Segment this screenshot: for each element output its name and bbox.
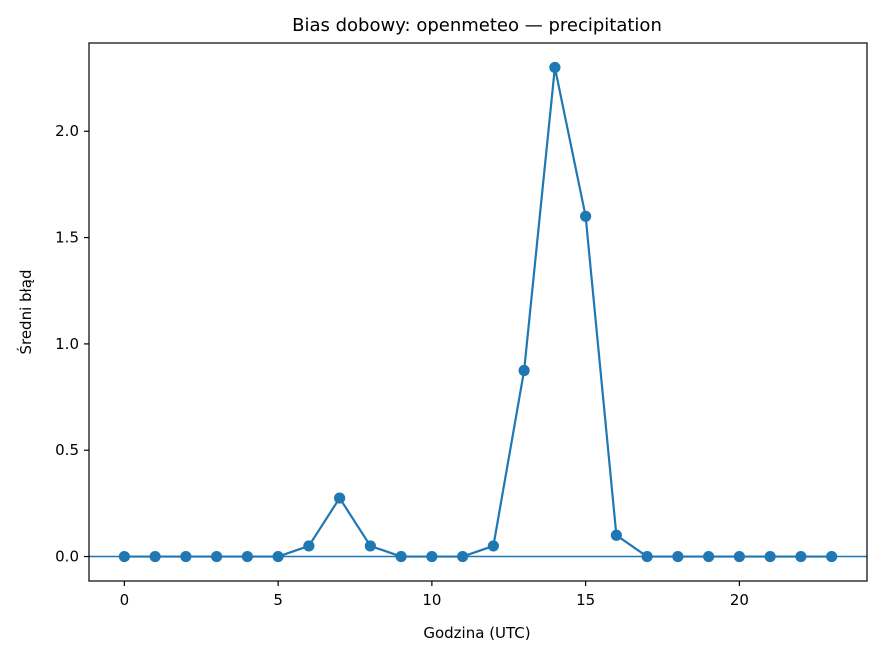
data-point (641, 550, 653, 563)
chart-title: Bias dobowy: openmeteo — precipitation (292, 15, 662, 36)
series-line (124, 66, 832, 558)
data-point (211, 550, 223, 563)
data-point (549, 61, 561, 74)
data-point (610, 529, 622, 541)
x-axis: 0 5 10 15 20 (120, 581, 749, 609)
plot-frame (88, 42, 868, 582)
y-tick-label: 0.0 (55, 548, 79, 566)
data-point (733, 550, 745, 563)
x-tick-label: 10 (422, 591, 441, 609)
y-tick-label: 1.5 (55, 229, 79, 247)
y-axis: 0.0 0.5 1.0 1.5 2.0 (55, 122, 89, 566)
data-point (672, 550, 684, 563)
data-point (118, 550, 130, 563)
data-point (764, 550, 776, 563)
y-tick-label: 2.0 (55, 122, 79, 140)
data-point (580, 210, 592, 222)
y-tick-label: 0.5 (55, 441, 79, 459)
data-point (334, 492, 346, 504)
y-axis-label: Średni błąd (16, 269, 35, 354)
data-point (395, 550, 407, 563)
data-point (364, 540, 376, 552)
data-point (457, 550, 469, 563)
data-point (518, 364, 530, 377)
x-tick-label: 0 (120, 591, 130, 609)
data-point (703, 550, 715, 563)
data-point (426, 550, 438, 563)
data-point (149, 550, 161, 563)
x-tick-label: 15 (576, 591, 595, 609)
data-point (303, 540, 315, 552)
data-point (795, 550, 807, 563)
data-point (826, 550, 838, 563)
x-tick-label: 5 (273, 591, 283, 609)
x-tick-label: 20 (730, 591, 749, 609)
data-point (272, 550, 284, 563)
plot-area (89, 61, 867, 563)
x-axis-label: Godzina (UTC) (423, 624, 530, 642)
data-point (241, 550, 253, 563)
y-tick-label: 1.0 (55, 335, 79, 353)
data-point (180, 550, 192, 563)
data-point (487, 540, 499, 552)
